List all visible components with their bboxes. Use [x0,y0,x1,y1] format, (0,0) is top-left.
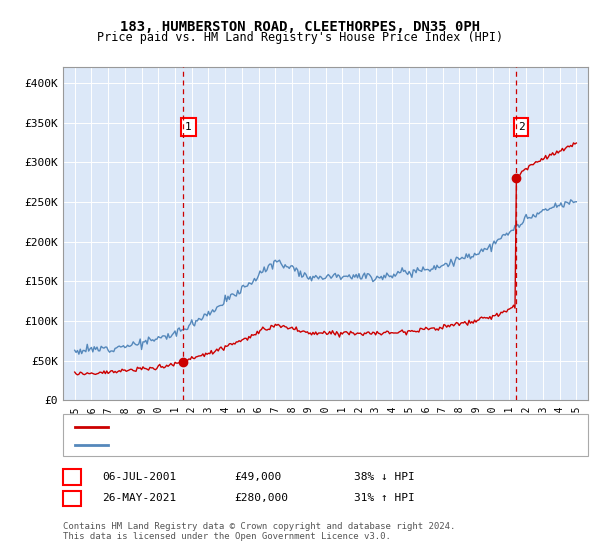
Text: 2: 2 [68,493,76,503]
Text: 26-MAY-2021: 26-MAY-2021 [102,493,176,503]
Text: 2: 2 [518,122,524,132]
Text: Contains HM Land Registry data © Crown copyright and database right 2024.: Contains HM Land Registry data © Crown c… [63,522,455,531]
Text: £49,000: £49,000 [234,472,281,482]
Text: 38% ↓ HPI: 38% ↓ HPI [354,472,415,482]
Text: This data is licensed under the Open Government Licence v3.0.: This data is licensed under the Open Gov… [63,532,391,541]
Text: Price paid vs. HM Land Registry's House Price Index (HPI): Price paid vs. HM Land Registry's House … [97,31,503,44]
Text: 1: 1 [68,472,76,482]
Text: £280,000: £280,000 [234,493,288,503]
Text: HPI: Average price, detached house, North East Lincolnshire: HPI: Average price, detached house, Nort… [114,440,483,450]
Text: 06-JUL-2001: 06-JUL-2001 [102,472,176,482]
Text: 1: 1 [185,122,192,132]
Text: 183, HUMBERSTON ROAD, CLEETHORPES, DN35 0PH (detached house): 183, HUMBERSTON ROAD, CLEETHORPES, DN35 … [114,422,489,432]
Text: 31% ↑ HPI: 31% ↑ HPI [354,493,415,503]
Text: 183, HUMBERSTON ROAD, CLEETHORPES, DN35 0PH: 183, HUMBERSTON ROAD, CLEETHORPES, DN35 … [120,20,480,34]
